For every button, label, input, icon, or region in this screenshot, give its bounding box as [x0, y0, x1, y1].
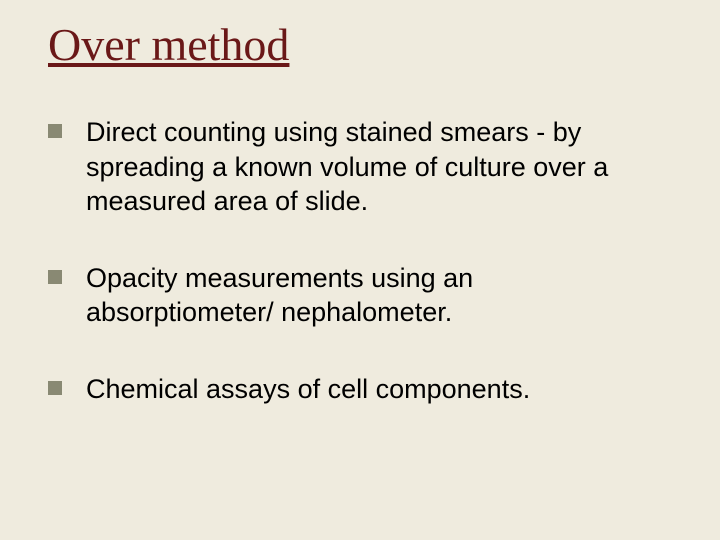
bullet-item: Opacity measurements using an absorptiom…: [48, 261, 668, 330]
square-bullet-icon: [48, 270, 62, 284]
bullet-text: Chemical assays of cell components.: [86, 372, 668, 407]
slide-body: Direct counting using stained smears - b…: [48, 115, 668, 406]
bullet-text: Direct counting using stained smears - b…: [86, 115, 668, 219]
bullet-item: Chemical assays of cell components.: [48, 372, 668, 407]
slide: Over method Direct counting using staine…: [0, 0, 720, 540]
square-bullet-icon: [48, 124, 62, 138]
square-bullet-icon: [48, 381, 62, 395]
bullet-text: Opacity measurements using an absorptiom…: [86, 261, 668, 330]
slide-title: Over method: [48, 20, 289, 71]
bullet-item: Direct counting using stained smears - b…: [48, 115, 668, 219]
